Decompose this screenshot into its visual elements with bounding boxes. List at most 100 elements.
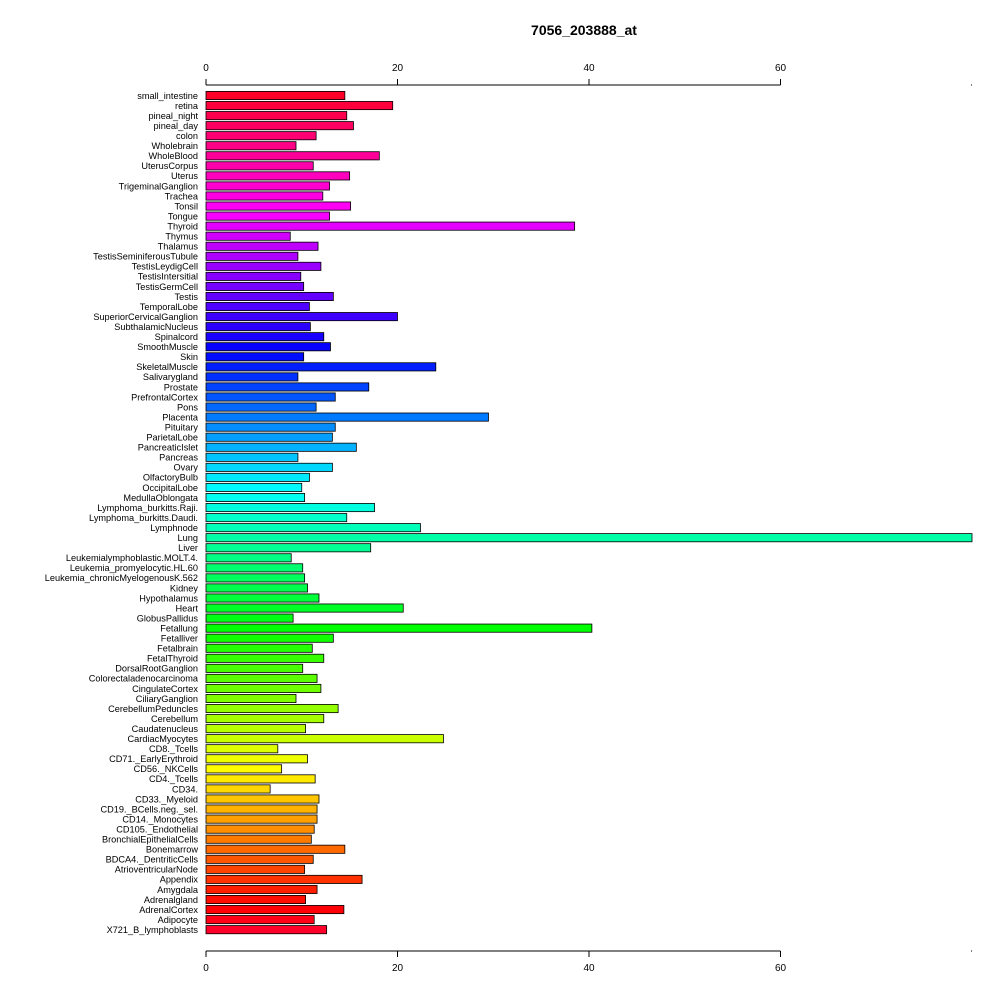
bar	[205, 563, 304, 573]
category-label: Skin	[180, 352, 198, 362]
category-label: Lymphnode	[150, 523, 198, 533]
bar	[205, 181, 330, 191]
category-label: FetalThyroid	[147, 654, 198, 664]
bar	[205, 422, 336, 432]
category-label: Thymus	[165, 232, 198, 242]
category-label: OccipitalLobe	[142, 483, 198, 493]
category-label: GlobusPallidus	[137, 613, 199, 623]
category-label: BronchialEpithelialCells	[102, 835, 198, 845]
axis-tick-label-top: 20	[392, 63, 404, 74]
bar	[205, 91, 346, 101]
category-label: ParietalLobe	[146, 433, 198, 443]
axis-tick-label-top: 60	[775, 63, 787, 74]
category-label: TestisSeminiferousTubule	[93, 252, 198, 262]
axis-tick-label-top: 0	[203, 63, 209, 74]
bar	[205, 884, 318, 894]
category-label: Heart	[176, 603, 199, 613]
bar	[205, 683, 322, 693]
category-label: Lymphoma_burkitts.Daudi.	[89, 513, 198, 523]
category-label: Ovary	[173, 463, 198, 473]
bar	[205, 201, 351, 211]
bar	[205, 492, 306, 502]
category-label: Fetalbrain	[157, 644, 198, 654]
bar	[205, 151, 380, 161]
category-label: TestisLeydigCell	[132, 262, 198, 272]
bar	[205, 191, 324, 201]
bar	[205, 915, 315, 925]
category-label: X721_B_lymphoblasts	[107, 925, 199, 935]
bar	[205, 111, 348, 121]
category-label: Leukemialymphoblastic.MOLT.4.	[66, 553, 198, 563]
category-label: CD105._Endothelial	[116, 824, 198, 834]
bar	[205, 794, 320, 804]
bar	[205, 312, 398, 322]
category-label: Lymphoma_burkitts.Raji.	[97, 503, 198, 513]
category-label: Thyroid	[167, 221, 198, 231]
bar	[205, 553, 292, 563]
bar	[205, 854, 314, 864]
bar	[205, 824, 315, 834]
bar	[205, 804, 318, 814]
category-label: Hypothalamus	[139, 593, 198, 603]
bar	[205, 131, 317, 141]
bar	[205, 673, 318, 683]
bar	[205, 241, 319, 251]
bar	[205, 462, 333, 472]
x-axis-top: 0 20 40 60	[203, 63, 972, 86]
bar	[205, 221, 576, 231]
bar	[205, 593, 320, 603]
category-label: SkeletalMuscle	[136, 362, 198, 372]
category-label: SmoothMuscle	[137, 342, 198, 352]
category-label: Leukemia_chronicMyelogenousK.562	[45, 573, 198, 583]
bar	[205, 834, 312, 844]
bar	[205, 784, 271, 794]
bar	[205, 533, 973, 543]
category-label: OlfactoryBulb	[143, 473, 198, 483]
category-label: CD56._NKCells	[134, 764, 199, 774]
bar	[205, 342, 331, 352]
bar	[205, 513, 348, 523]
bar	[205, 925, 328, 935]
category-label: Caudatenucleus	[132, 724, 199, 734]
bar	[205, 754, 308, 764]
category-label: TestisIntersitial	[138, 272, 198, 282]
category-label: Amygdala	[157, 885, 199, 895]
bar	[205, 281, 305, 291]
category-label: WholeBlood	[148, 151, 198, 161]
category-label: CardiacMyocytes	[128, 734, 199, 744]
category-label: PancreaticIslet	[138, 443, 199, 453]
bar	[205, 171, 351, 181]
category-label: AtrioventricularNode	[115, 865, 198, 875]
bar	[205, 352, 305, 362]
category-label: CD19._BCells.neg._sel.	[100, 804, 198, 814]
category-label: Leukemia_promyelocytic.HL.60	[70, 563, 198, 573]
category-label: Wholebrain	[152, 141, 198, 151]
bar	[205, 442, 357, 452]
bar	[205, 251, 299, 261]
bar	[205, 844, 346, 854]
axis-tick-label-bottom: 20	[392, 963, 404, 974]
bar	[205, 271, 302, 281]
bar	[205, 814, 318, 824]
category-label: colon	[176, 131, 198, 141]
bar	[205, 643, 313, 653]
category-label: BDCA4._DentriticCells	[106, 855, 199, 865]
category-label: Kidney	[170, 583, 198, 593]
bar	[205, 734, 444, 744]
category-label: SubthalamicNucleus	[114, 322, 198, 332]
bar	[205, 332, 325, 342]
category-label: small_intestine	[137, 91, 198, 101]
category-label: Liver	[178, 543, 198, 553]
bar	[205, 101, 394, 111]
category-label: Adipocyte	[158, 915, 198, 925]
category-label: Lung	[178, 533, 198, 543]
bar	[205, 694, 297, 704]
bar	[205, 623, 593, 633]
category-label: CerebellumPeduncles	[108, 704, 198, 714]
category-label: retina	[175, 101, 199, 111]
bar	[205, 231, 291, 241]
bar	[205, 121, 354, 131]
bar	[205, 744, 279, 754]
